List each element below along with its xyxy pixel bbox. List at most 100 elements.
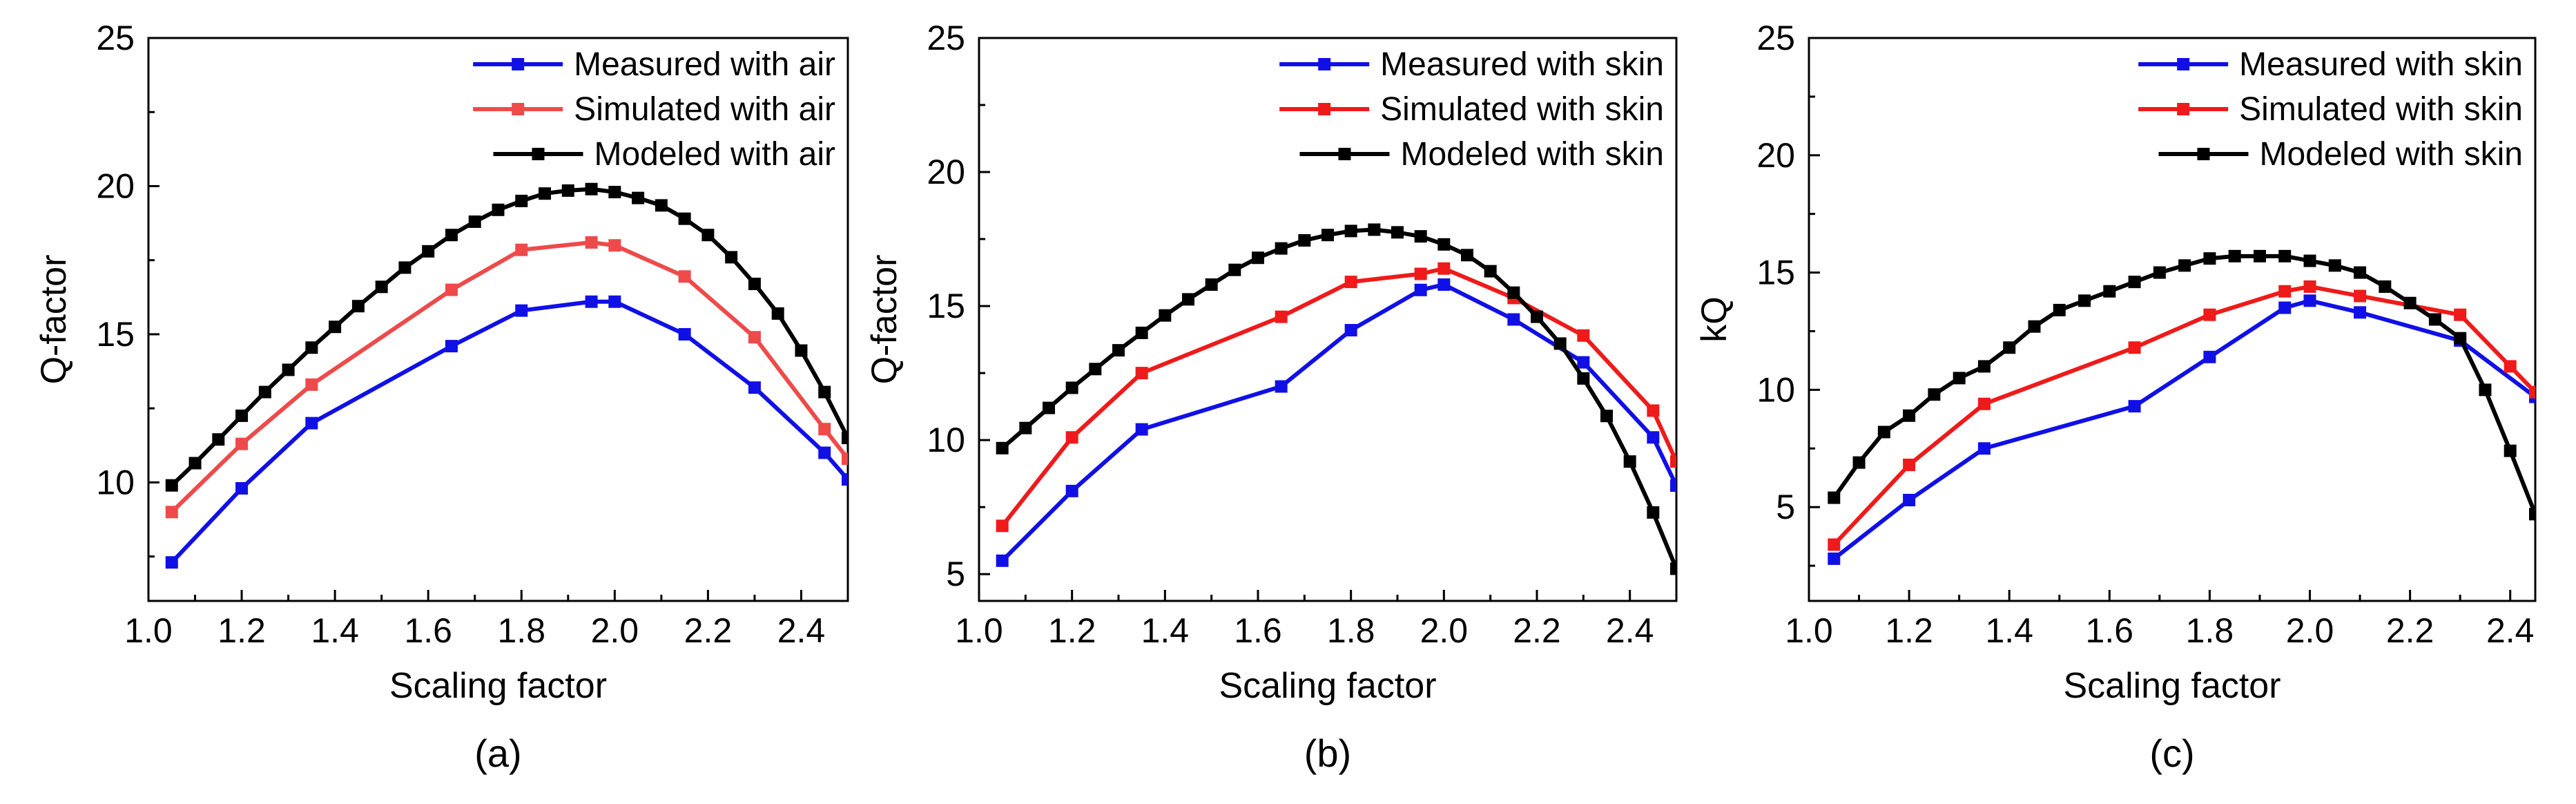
- y-tick-label: 25: [1756, 19, 1795, 57]
- x-tick-label: 1.8: [1327, 611, 1375, 650]
- y-tick-label: 25: [927, 19, 965, 57]
- data-point-simulated-with-skin: [1828, 538, 1841, 551]
- x-tick-label: 2.4: [2486, 611, 2535, 650]
- data-point-modeled-with-skin: [1928, 388, 1941, 401]
- data-point-measured-with-skin: [1437, 278, 1451, 291]
- data-point-modeled-with-skin: [1484, 265, 1497, 278]
- plot-frame: [1808, 37, 2537, 602]
- data-point-modeled-with-skin: [2504, 444, 2517, 457]
- data-point-modeled-with-skin: [1089, 363, 1102, 376]
- data-point-modeled-with-skin: [1828, 491, 1841, 504]
- x-tick-label: 2.0: [2286, 611, 2334, 650]
- y-tick-label: 5: [946, 555, 965, 593]
- legend-label: Measured with skin: [2239, 46, 2523, 83]
- data-point-modeled-with-skin: [1135, 326, 1148, 339]
- series-line-measured-with-air: [170, 299, 848, 564]
- x-tick-label: 1.6: [404, 611, 452, 650]
- x-tick-label: 1.2: [1885, 611, 1933, 650]
- data-point-measured-with-skin: [1507, 313, 1520, 326]
- data-point-modeled-with-air: [842, 432, 848, 445]
- y-tick-label: 15: [96, 315, 135, 354]
- legend-marker-simulated-with-skin: [1318, 103, 1331, 115]
- data-point-simulated-with-skin: [1135, 367, 1148, 380]
- data-point-modeled-with-skin: [2228, 249, 2241, 262]
- x-tick-label: 2.2: [1513, 611, 1561, 650]
- data-point-modeled-with-skin: [2153, 266, 2166, 279]
- x-tick-label: 1.8: [2186, 611, 2234, 650]
- series-line-simulated-with-skin: [1000, 266, 1676, 528]
- data-point-simulated-with-skin: [2504, 360, 2517, 373]
- data-point-modeled-with-air: [678, 212, 691, 225]
- data-point-modeled-with-skin: [1159, 309, 1172, 322]
- data-point-modeled-with-air: [561, 184, 574, 197]
- data-point-measured-with-skin: [1828, 552, 1841, 565]
- legend-label: Modeled with skin: [2259, 136, 2523, 173]
- x-tick-label: 1.6: [1234, 611, 1282, 650]
- legend-label: Simulated with skin: [1380, 91, 1664, 128]
- data-point-modeled-with-skin: [2479, 383, 2492, 396]
- data-point-measured-with-skin: [1275, 380, 1288, 393]
- legend-marker-simulated-with-air: [512, 103, 525, 115]
- data-point-modeled-with-skin: [1953, 372, 1966, 385]
- data-point-modeled-with-skin: [1600, 410, 1613, 423]
- legend: Measured with skin Simulated with skin Mod…: [2138, 46, 2523, 173]
- data-point-modeled-with-skin: [1623, 455, 1636, 468]
- data-point-measured-with-skin: [1135, 423, 1148, 436]
- data-point-modeled-with-skin: [2428, 313, 2441, 326]
- data-point-simulated-with-air: [818, 423, 831, 436]
- x-tick-label: 2.2: [684, 611, 733, 650]
- data-point-modeled-with-air: [795, 344, 808, 357]
- data-point-simulated-with-skin: [2278, 285, 2292, 298]
- data-point-simulated-with-skin: [1577, 329, 1590, 342]
- data-point-modeled-with-air: [282, 363, 295, 376]
- chart-panel-3: 1.0 1.2 1.4 1.6 1.8 2.0 2.2 2.4 5 10 15 20 25 Scaling…: [1694, 19, 2537, 775]
- data-point-modeled-with-air: [748, 278, 761, 291]
- data-point-modeled-with-skin: [1275, 242, 1288, 255]
- data-point-modeled-with-skin: [1112, 344, 1125, 357]
- data-point-modeled-with-skin: [1461, 249, 1473, 262]
- data-point-modeled-with-skin: [2379, 280, 2392, 293]
- data-point-measured-with-skin: [1344, 324, 1357, 337]
- data-point-modeled-with-skin: [1977, 360, 1991, 373]
- data-point-measured-with-air: [608, 295, 621, 308]
- data-point-modeled-with-air: [235, 409, 249, 422]
- y-axis-title: kQ: [1694, 296, 1734, 342]
- series-line-measured-with-skin: [1000, 283, 1676, 562]
- data-point-simulated-with-skin: [2203, 308, 2216, 321]
- data-point-measured-with-air: [445, 340, 458, 353]
- data-point-simulated-with-skin: [996, 519, 1009, 533]
- x-tick-label: 1.2: [1048, 611, 1096, 650]
- x-tick-label: 1.0: [955, 611, 1003, 650]
- data-point-simulated-with-air: [445, 283, 458, 296]
- data-point-modeled-with-skin: [2403, 296, 2417, 309]
- data-point-modeled-with-skin: [1182, 293, 1194, 306]
- data-point-modeled-with-air: [165, 479, 178, 492]
- chart-panel-1: 1.0 1.2 1.4 1.6 1.8 2.0 2.2 2.4 10 15 20 25 Scaling …: [34, 19, 849, 775]
- data-point-measured-with-skin: [2354, 306, 2367, 319]
- data-point-modeled-with-skin: [1647, 506, 1660, 519]
- y-tick-label: 25: [96, 19, 135, 57]
- data-point-modeled-with-skin: [1577, 372, 1590, 385]
- data-point-modeled-with-skin: [1321, 229, 1334, 242]
- data-point-modeled-with-skin: [1019, 421, 1032, 434]
- data-point-modeled-with-skin: [1344, 224, 1357, 238]
- data-point-modeled-with-skin: [2103, 285, 2116, 298]
- x-axis-title: Scaling factor: [389, 666, 607, 706]
- data-point-simulated-with-skin: [1647, 404, 1660, 417]
- data-point-simulated-with-air: [235, 437, 249, 450]
- data-point-modeled-with-skin: [2128, 276, 2141, 289]
- data-point-measured-with-skin: [2278, 301, 2292, 314]
- data-point-modeled-with-skin: [1252, 251, 1264, 265]
- data-point-simulated-with-skin: [1414, 267, 1427, 280]
- data-point-modeled-with-skin: [2354, 266, 2367, 279]
- series-line-modeled-with-air: [170, 186, 848, 487]
- data-point-modeled-with-air: [655, 199, 668, 212]
- data-point-modeled-with-skin: [2278, 249, 2292, 262]
- data-point-simulated-with-skin: [2454, 308, 2467, 321]
- data-point-modeled-with-air: [445, 229, 458, 242]
- series-group: [1828, 249, 2535, 565]
- x-tick-label: 1.8: [498, 611, 546, 650]
- data-point-modeled-with-skin: [2003, 341, 2016, 354]
- legend: Measured with air Simulated with air Model…: [473, 46, 835, 173]
- x-tick-label: 2.2: [2386, 611, 2434, 650]
